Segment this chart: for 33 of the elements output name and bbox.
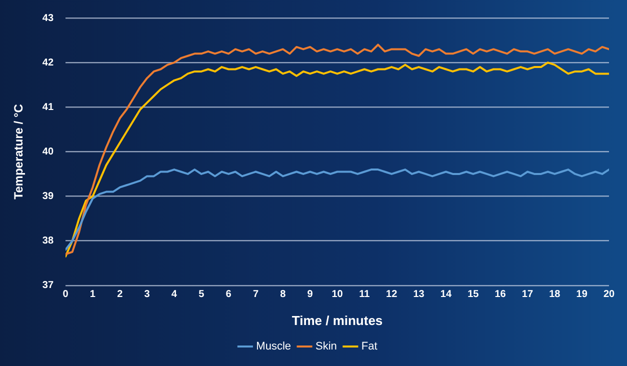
x-axis-title: Time / minutes xyxy=(292,312,383,328)
x-tick-label: 1 xyxy=(90,289,96,300)
legend-label: Fat xyxy=(361,340,378,353)
x-tick-label: 4 xyxy=(171,289,178,300)
x-tick-label: 8 xyxy=(280,289,286,300)
y-tick-label: 39 xyxy=(42,191,54,202)
y-tick-label: 41 xyxy=(42,102,54,113)
y-axis-title: Temperature / °C xyxy=(12,104,26,200)
x-tick-label: 19 xyxy=(576,289,588,300)
legend-label: Muscle xyxy=(256,340,292,353)
x-tick-label: 11 xyxy=(359,289,370,300)
y-tick-label: 37 xyxy=(42,280,54,292)
x-tick-label: 9 xyxy=(307,289,314,300)
y-tick-label: 43 xyxy=(42,12,54,24)
x-tick-label: 20 xyxy=(603,289,615,300)
x-tick-label: 13 xyxy=(413,289,425,300)
x-tick-label: 18 xyxy=(549,289,561,300)
x-tick-label: 2 xyxy=(117,289,124,300)
x-tick-label: 16 xyxy=(494,289,506,300)
x-tick-label: 6 xyxy=(226,289,232,300)
y-tick-label: 38 xyxy=(42,236,54,247)
x-tick-label: 5 xyxy=(198,289,205,300)
x-tick-label: 17 xyxy=(522,289,534,300)
y-tick-label: 42 xyxy=(42,57,54,68)
x-tick-label: 12 xyxy=(386,289,398,300)
x-tick-label: 7 xyxy=(252,289,259,300)
x-tick-label: 14 xyxy=(440,289,452,300)
x-tick-label: 3 xyxy=(144,289,150,300)
x-tick-label: 10 xyxy=(332,289,344,300)
y-tick-label: 40 xyxy=(42,146,54,158)
x-tick-label: 0 xyxy=(62,289,69,300)
x-tick-label: 15 xyxy=(468,289,480,300)
legend-label: Skin xyxy=(316,340,337,353)
